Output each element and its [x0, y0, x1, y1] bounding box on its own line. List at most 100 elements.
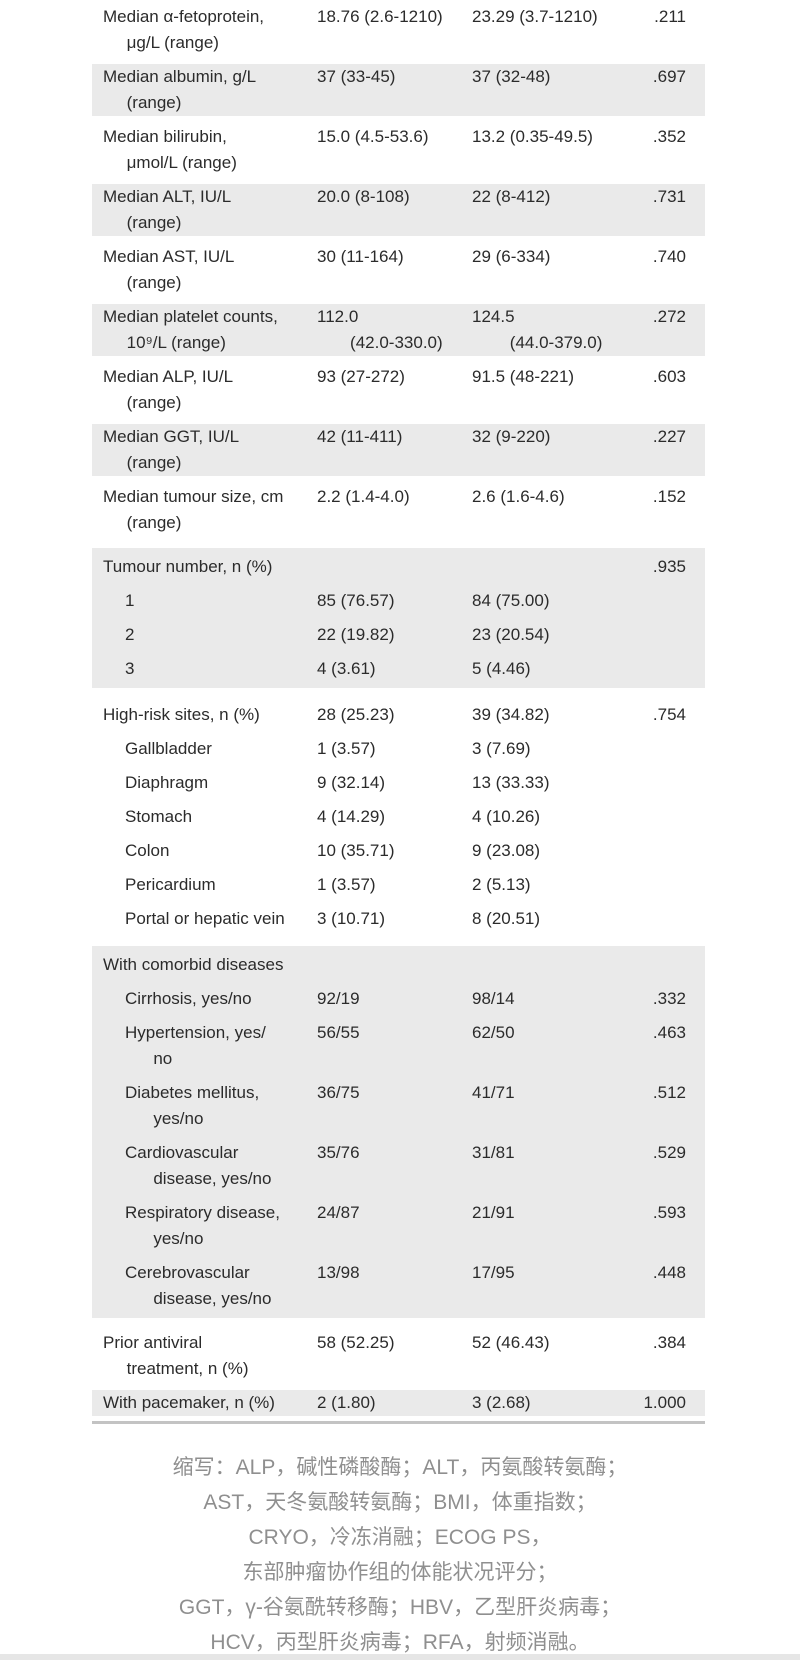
row-label: Diabetes mellitus, yes/no: [125, 1083, 260, 1128]
row-label: Median GGT, IU/L (range): [103, 427, 240, 472]
p-value: .152: [652, 487, 686, 506]
group1-value: 2 (1.80): [317, 1393, 376, 1412]
table-row: High-risk sites, n (%) 28 (25.23) 39 (34…: [92, 698, 705, 732]
row-label: Median AST, IU/L (range): [103, 247, 235, 292]
row-label: With comorbid diseases: [103, 955, 284, 974]
table-row: With pacemaker, n (%) 2 (1.80) 3 (2.68) …: [92, 1386, 705, 1420]
group2-value: 124.5 (44.0-379.0): [472, 307, 603, 352]
page-bottom-divider: [0, 1654, 800, 1660]
group2-value: 21/91: [472, 1203, 515, 1222]
group1-value: 20.0 (8-108): [317, 187, 410, 206]
table-row: Median GGT, IU/L (range) 42 (11-411) 32 …: [92, 420, 705, 480]
row-label: Cirrhosis, yes/no: [125, 989, 252, 1008]
table-row: Median ALT, IU/L (range) 20.0 (8-108) 22…: [92, 180, 705, 240]
row-label: Gallbladder: [125, 739, 212, 758]
row-label: Cerebrovascular disease, yes/no: [125, 1263, 272, 1308]
row-label: Median ALT, IU/L (range): [103, 187, 232, 232]
table-row: Median α-fetoprotein, μg/L (range) 18.76…: [92, 0, 705, 60]
group1-value: 85 (76.57): [317, 591, 395, 610]
group2-value: 23 (20.54): [472, 625, 550, 644]
table-row: 1 85 (76.57) 84 (75.00): [92, 584, 705, 618]
row-label: Cardiovascular disease, yes/no: [125, 1143, 272, 1188]
group2-value: 4 (10.26): [472, 807, 541, 826]
group1-value: 30 (11-164): [317, 247, 404, 266]
table-row: Cardiovascular disease, yes/no 35/76 31/…: [92, 1136, 705, 1196]
group1-value: 36/75: [317, 1083, 360, 1102]
p-value: .754: [652, 705, 686, 724]
p-value: .227: [652, 427, 686, 446]
table-row: Pericardium 1 (3.57) 2 (5.13): [92, 868, 705, 902]
group2-value: 98/14: [472, 989, 515, 1008]
group1-value: 35/76: [317, 1143, 360, 1162]
group2-value: 31/81: [472, 1143, 515, 1162]
group1-value: 4 (14.29): [317, 807, 386, 826]
row-label: Median albumin, g/L (range): [103, 67, 257, 112]
group1-value: 3 (10.71): [317, 909, 386, 928]
table-row: Median ALP, IU/L (range) 93 (27-272) 91.…: [92, 360, 705, 420]
group1-value: 4 (3.61): [317, 659, 376, 678]
group2-value: 91.5 (48-221): [472, 367, 575, 386]
table-row: 3 4 (3.61) 5 (4.46): [92, 652, 705, 686]
row-label: 3: [125, 659, 135, 678]
table-section: High-risk sites, n (%) 28 (25.23) 39 (34…: [92, 696, 705, 938]
p-value: .529: [652, 1143, 686, 1162]
group2-value: 13.2 (0.35-49.5): [472, 127, 593, 146]
group1-value: 58 (52.25): [317, 1333, 395, 1352]
row-label: Median α-fetoprotein, μg/L (range): [103, 7, 265, 52]
table-section: Median α-fetoprotein, μg/L (range) 18.76…: [92, 0, 705, 540]
group2-value: 8 (20.51): [472, 909, 541, 928]
abbreviations-note: 缩写：ALP，碱性磷酸酶；ALT，丙氨酸转氨酶； AST，天冬氨酸转氨酶；BMI…: [172, 1456, 628, 1654]
p-value: .593: [652, 1203, 686, 1222]
p-value: .272: [652, 307, 686, 326]
table-row: Prior antiviral treatment, n (%) 58 (52.…: [92, 1326, 705, 1386]
row-label: Median ALP, IU/L (range): [103, 367, 234, 412]
group2-value: 2 (5.13): [472, 875, 531, 894]
table-section: With comorbid diseases Cirrhosis, yes/no…: [92, 946, 705, 1318]
row-label: 2: [125, 625, 135, 644]
group1-value: 93 (27-272): [317, 367, 405, 386]
p-value: .463: [652, 1023, 686, 1042]
row-label: Pericardium: [125, 875, 216, 894]
group1-value: 28 (25.23): [317, 705, 395, 724]
row-label: Hypertension, yes/ no: [125, 1023, 266, 1068]
table-row: Diaphragm 9 (32.14) 13 (33.33): [92, 766, 705, 800]
p-value: .352: [652, 127, 686, 146]
group2-value: 3 (2.68): [472, 1393, 531, 1412]
row-label: Portal or hepatic vein: [125, 909, 285, 928]
p-value: .731: [652, 187, 686, 206]
table-row: Cirrhosis, yes/no 92/19 98/14 .332: [92, 982, 705, 1016]
table-row: Median bilirubin, μmol/L (range) 15.0 (4…: [92, 120, 705, 180]
group2-value: 3 (7.69): [472, 739, 531, 758]
row-label: Median bilirubin, μmol/L (range): [103, 127, 237, 172]
p-value: .512: [652, 1083, 686, 1102]
p-value: .332: [652, 989, 686, 1008]
group2-value: 23.29 (3.7-1210): [472, 7, 598, 26]
group1-value: 92/19: [317, 989, 360, 1008]
table-row: Hypertension, yes/ no 56/55 62/50 .463: [92, 1016, 705, 1076]
group2-value: 39 (34.82): [472, 705, 550, 724]
row-label: Prior antiviral treatment, n (%): [103, 1333, 249, 1378]
group1-value: 42 (11-411): [317, 427, 403, 446]
table-row: Diabetes mellitus, yes/no 36/75 41/71 .5…: [92, 1076, 705, 1136]
row-label: Median tumour size, cm (range): [103, 487, 284, 532]
p-value: .603: [652, 367, 686, 386]
row-label: With pacemaker, n (%): [103, 1393, 275, 1412]
row-label: Colon: [125, 841, 170, 860]
group2-value: 2.6 (1.6-4.6): [472, 487, 565, 506]
group1-value: 10 (35.71): [317, 841, 395, 860]
table-row: Gallbladder 1 (3.57) 3 (7.69): [92, 732, 705, 766]
table-row: Colon 10 (35.71) 9 (23.08): [92, 834, 705, 868]
group2-value: 5 (4.46): [472, 659, 531, 678]
group2-value: 62/50: [472, 1023, 515, 1042]
clinical-characteristics-table: Median α-fetoprotein, μg/L (range) 18.76…: [92, 0, 705, 1420]
table-row: Respiratory disease, yes/no 24/87 21/91 …: [92, 1196, 705, 1256]
group2-value: 41/71: [472, 1083, 515, 1102]
p-value: .384: [652, 1333, 686, 1352]
group1-value: 22 (19.82): [317, 625, 395, 644]
p-value: .211: [654, 7, 686, 26]
group1-value: 1 (3.57): [317, 875, 376, 894]
group2-value: 32 (9-220): [472, 427, 551, 446]
table-section: Tumour number, n (%) .935 1 85 (76.57) 8…: [92, 548, 705, 688]
group2-value: 52 (46.43): [472, 1333, 550, 1352]
table-row: Stomach 4 (14.29) 4 (10.26): [92, 800, 705, 834]
